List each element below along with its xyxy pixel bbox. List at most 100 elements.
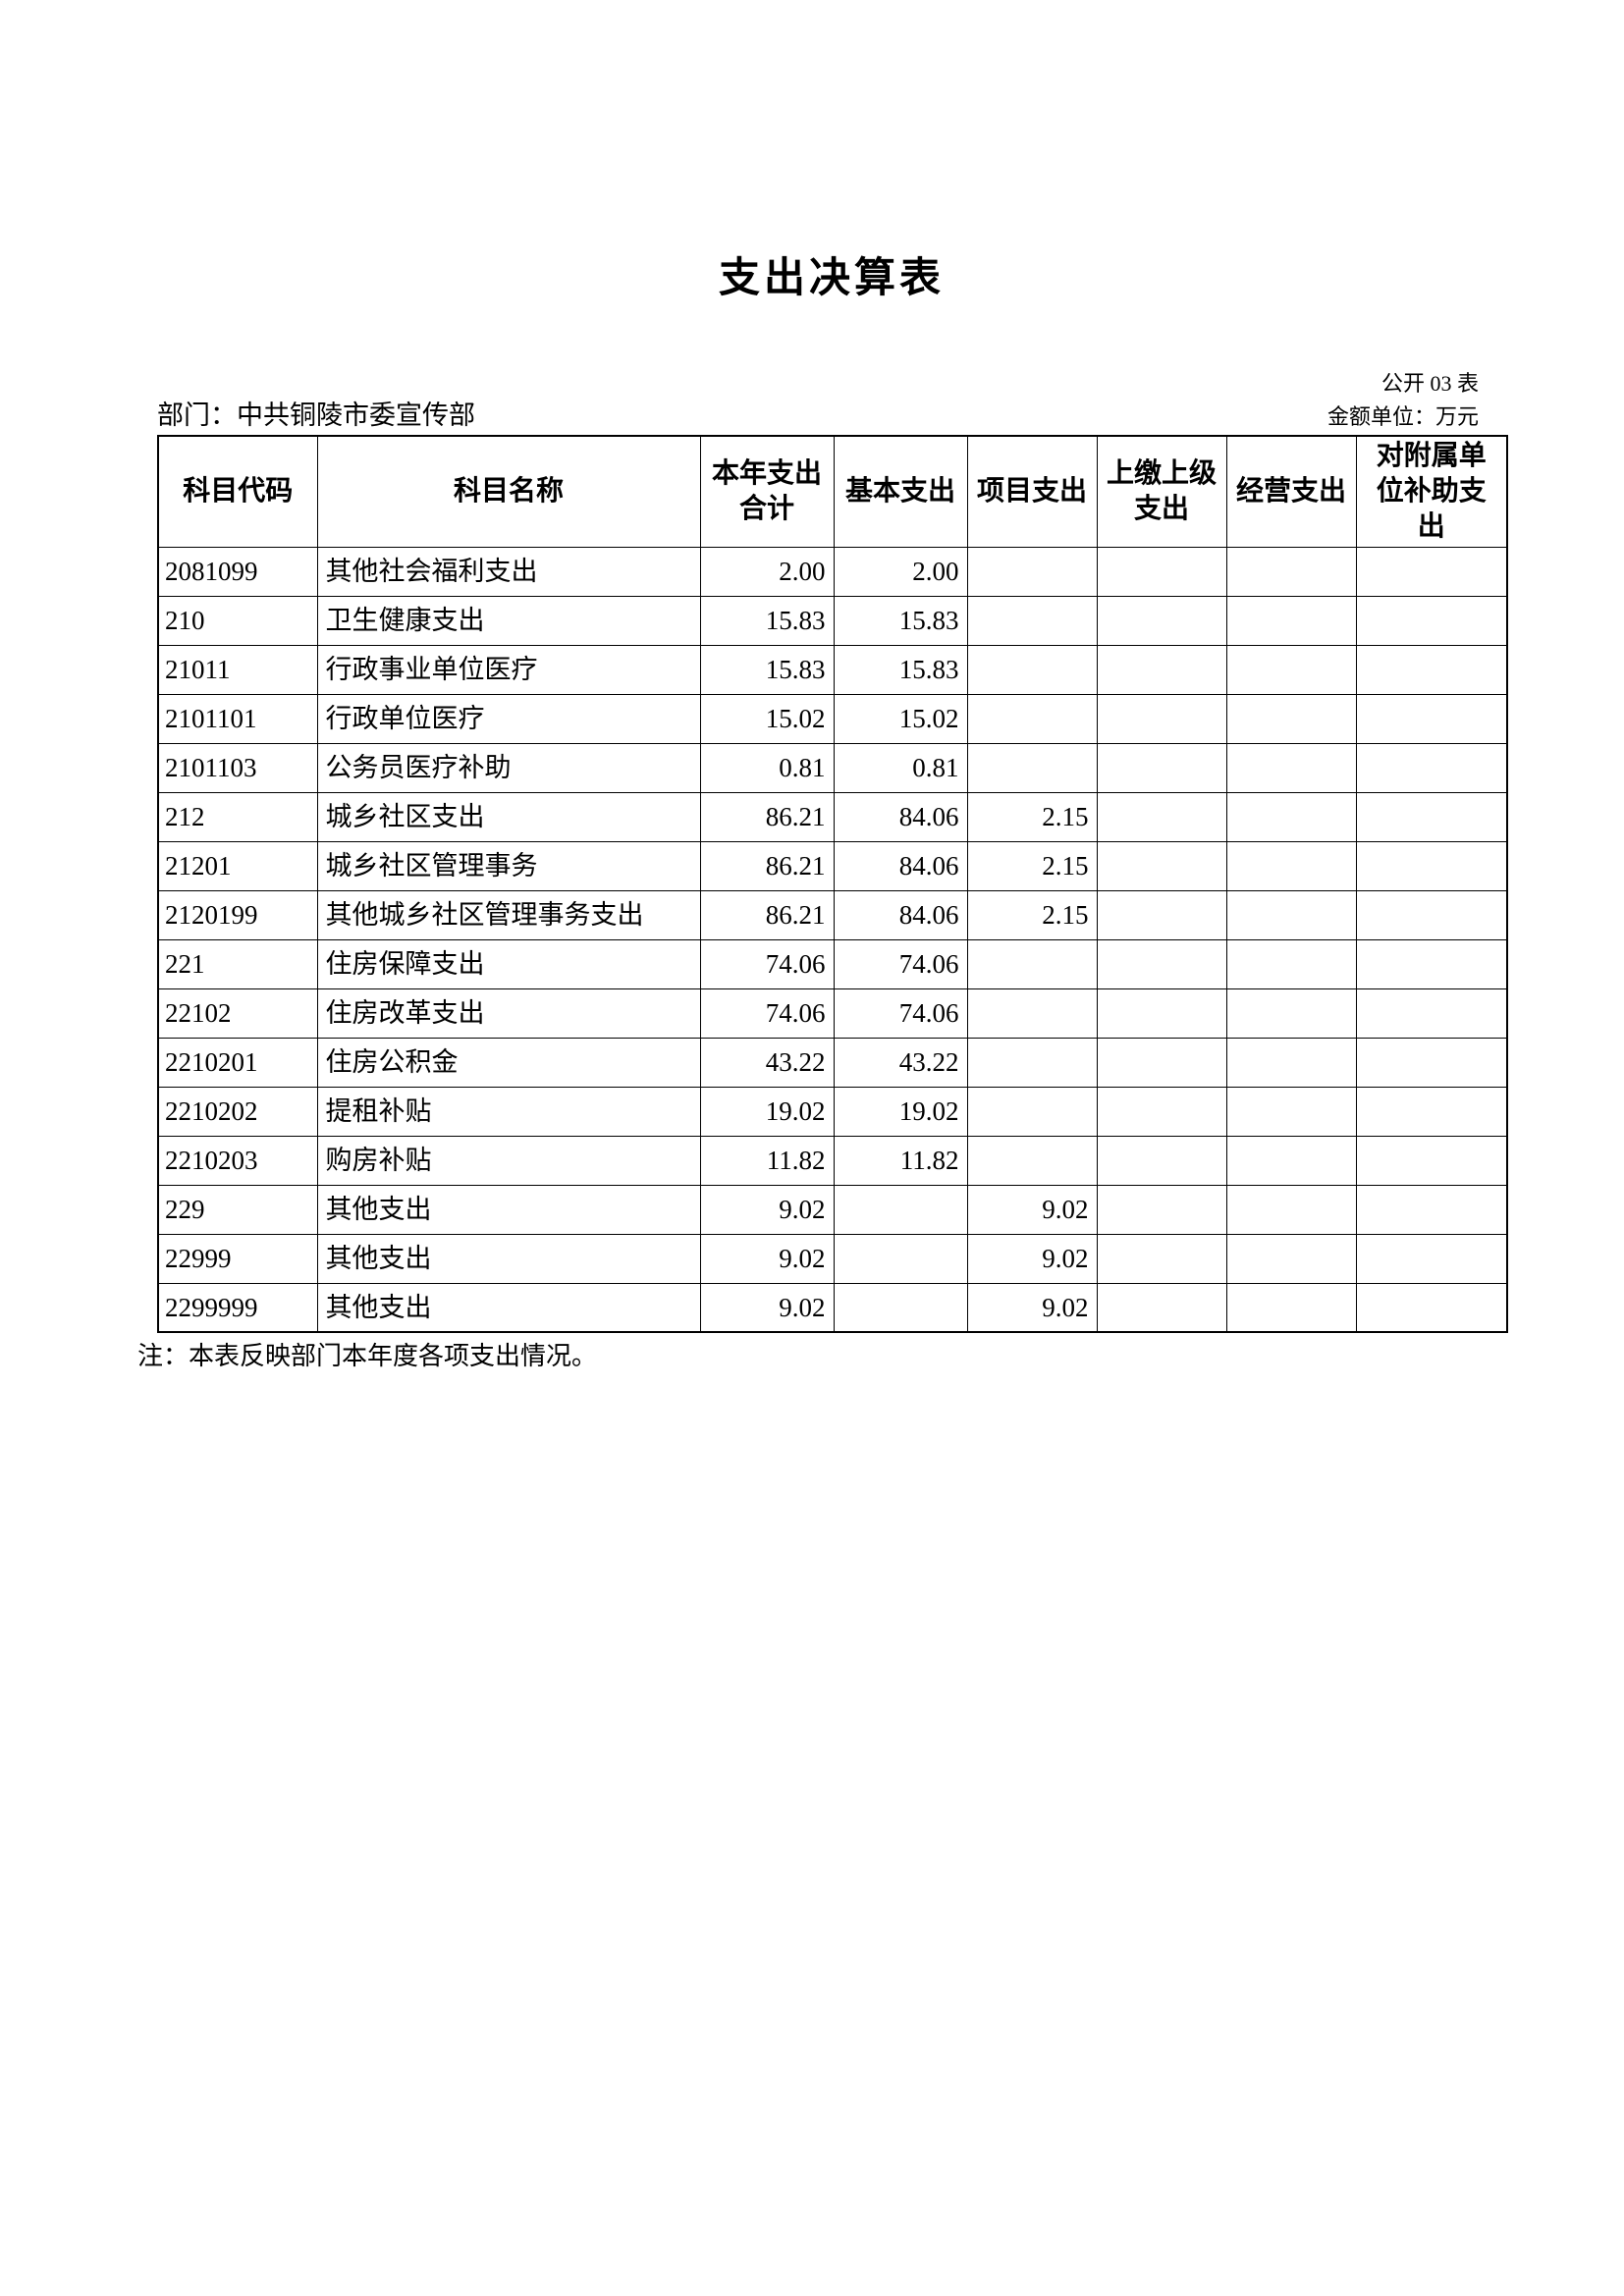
upper-level-payment-cell <box>1096 889 1227 940</box>
subject-name-cell: 住房保障支出 <box>316 938 701 989</box>
project-expenditure-cell <box>966 988 1098 1039</box>
upper-level-payment-cell <box>1096 791 1227 842</box>
subject-code-cell: 21201 <box>157 840 318 891</box>
subject-code-cell: 2120199 <box>157 889 318 940</box>
project-expenditure-cell: 2.15 <box>966 840 1098 891</box>
subject-code-cell: 221 <box>157 938 318 989</box>
subsidy-cell <box>1355 546 1508 597</box>
subject-name-cell: 行政单位医疗 <box>316 693 701 744</box>
basic-expenditure-cell: 19.02 <box>833 1086 968 1137</box>
project-expenditure-cell: 9.02 <box>966 1233 1098 1284</box>
project-expenditure-cell <box>966 546 1098 597</box>
subject-code-cell: 2101101 <box>157 693 318 744</box>
basic-expenditure-cell: 84.06 <box>833 791 968 842</box>
amount-unit-label: 金额单位：万元 <box>1326 404 1479 429</box>
upper-level-payment-cell <box>1096 1282 1227 1333</box>
subsidy-cell <box>1355 1086 1508 1137</box>
project-expenditure-cell <box>966 742 1098 793</box>
subject-code-cell: 229 <box>157 1184 318 1235</box>
upper-level-payment-cell <box>1096 1233 1227 1284</box>
table-row: 221 住房保障支出 74.06 74.06 <box>157 938 1508 989</box>
operating-expenditure-cell <box>1225 988 1357 1039</box>
table-row: 229 其他支出 9.02 9.02 <box>157 1184 1508 1235</box>
subject-name-cell: 其他社会福利支出 <box>316 546 701 597</box>
subject-code-cell: 21011 <box>157 644 318 695</box>
operating-expenditure-cell <box>1225 1233 1357 1284</box>
subject-code-cell: 2101103 <box>157 742 318 793</box>
total-expenditure-cell: 15.83 <box>699 644 835 695</box>
total-expenditure-cell: 86.21 <box>699 840 835 891</box>
subject-code-cell: 2210203 <box>157 1135 318 1186</box>
meta-row: 部门：中共铜陵市委宣传部 金额单位：万元 <box>157 400 1506 430</box>
upper-level-payment-cell <box>1096 693 1227 744</box>
basic-expenditure-cell: 74.06 <box>833 938 968 989</box>
upper-level-payment-cell <box>1096 1135 1227 1186</box>
subject-name-cell: 行政事业单位医疗 <box>316 644 701 695</box>
operating-expenditure-cell <box>1225 1135 1357 1186</box>
column-header-project-expenditure: 项目支出 <box>966 435 1098 548</box>
basic-expenditure-cell <box>833 1282 968 1333</box>
subsidy-cell <box>1355 1037 1508 1088</box>
department-label: 部门：中共铜陵市委宣传部 <box>157 400 475 430</box>
total-expenditure-cell: 0.81 <box>699 742 835 793</box>
subject-name-cell: 其他城乡社区管理事务支出 <box>316 889 701 940</box>
basic-expenditure-cell: 15.83 <box>833 644 968 695</box>
operating-expenditure-cell <box>1225 1184 1357 1235</box>
operating-expenditure-cell <box>1225 546 1357 597</box>
subject-name-cell: 其他支出 <box>316 1282 701 1333</box>
subsidy-cell <box>1355 840 1508 891</box>
total-expenditure-cell: 9.02 <box>699 1184 835 1235</box>
operating-expenditure-cell <box>1225 791 1357 842</box>
basic-expenditure-cell: 43.22 <box>833 1037 968 1088</box>
upper-level-payment-cell <box>1096 546 1227 597</box>
operating-expenditure-cell <box>1225 1037 1357 1088</box>
upper-level-payment-cell <box>1096 1037 1227 1088</box>
total-expenditure-cell: 43.22 <box>699 1037 835 1088</box>
column-header-total-expenditure: 本年支出 合计 <box>699 435 835 548</box>
operating-expenditure-cell <box>1225 889 1357 940</box>
project-expenditure-cell <box>966 595 1098 646</box>
table-row: 2081099 其他社会福利支出 2.00 2.00 <box>157 546 1508 597</box>
operating-expenditure-cell <box>1225 644 1357 695</box>
operating-expenditure-cell <box>1225 840 1357 891</box>
page-title: 支出决算表 <box>718 256 945 301</box>
project-expenditure-cell <box>966 644 1098 695</box>
total-expenditure-cell: 86.21 <box>699 889 835 940</box>
page-content: 支出决算表 公开 03 表 部门：中共铜陵市委宣传部 金额单位：万元 科目代码 … <box>137 0 1508 1372</box>
project-expenditure-cell <box>966 938 1098 989</box>
table-body: 2081099 其他社会福利支出 2.00 2.00 210 卫生健康支出 15… <box>157 546 1508 1333</box>
upper-level-payment-cell <box>1096 1184 1227 1235</box>
column-header-operating-expenditure: 经营支出 <box>1225 435 1357 548</box>
subject-name-cell: 住房改革支出 <box>316 988 701 1039</box>
subject-code-cell: 2210201 <box>157 1037 318 1088</box>
table-row: 2120199 其他城乡社区管理事务支出 86.21 84.06 2.15 <box>157 889 1508 940</box>
expenditure-table: 科目代码 科目名称 本年支出 合计 基本支出 项目支出 上缴上级 支出 经营支出… <box>157 435 1508 1333</box>
footnote: 注：本表反映部门本年度各项支出情况。 <box>137 1342 598 1370</box>
column-header-subject-name: 科目名称 <box>316 435 701 548</box>
basic-expenditure-cell: 84.06 <box>833 889 968 940</box>
table-row: 2101103 公务员医疗补助 0.81 0.81 <box>157 742 1508 793</box>
project-expenditure-cell: 2.15 <box>966 889 1098 940</box>
column-header-basic-expenditure: 基本支出 <box>833 435 968 548</box>
subject-name-cell: 公务员医疗补助 <box>316 742 701 793</box>
project-expenditure-cell: 2.15 <box>966 791 1098 842</box>
table-row: 21011 行政事业单位医疗 15.83 15.83 <box>157 644 1508 695</box>
subsidy-cell <box>1355 889 1508 940</box>
table-row: 210 卫生健康支出 15.83 15.83 <box>157 595 1508 646</box>
upper-level-payment-cell <box>1096 742 1227 793</box>
basic-expenditure-cell: 74.06 <box>833 988 968 1039</box>
operating-expenditure-cell <box>1225 693 1357 744</box>
operating-expenditure-cell <box>1225 1282 1357 1333</box>
table-row: 2210203 购房补贴 11.82 11.82 <box>157 1135 1508 1186</box>
project-expenditure-cell <box>966 693 1098 744</box>
subject-code-cell: 2210202 <box>157 1086 318 1137</box>
subject-name-cell: 卫生健康支出 <box>316 595 701 646</box>
column-header-upper-level-payment: 上缴上级 支出 <box>1096 435 1227 548</box>
total-expenditure-cell: 19.02 <box>699 1086 835 1137</box>
subject-name-cell: 购房补贴 <box>316 1135 701 1186</box>
subject-code-cell: 210 <box>157 595 318 646</box>
upper-level-payment-cell <box>1096 938 1227 989</box>
table-row: 21201 城乡社区管理事务 86.21 84.06 2.15 <box>157 840 1508 891</box>
subsidy-cell <box>1355 791 1508 842</box>
subsidy-cell <box>1355 1184 1508 1235</box>
